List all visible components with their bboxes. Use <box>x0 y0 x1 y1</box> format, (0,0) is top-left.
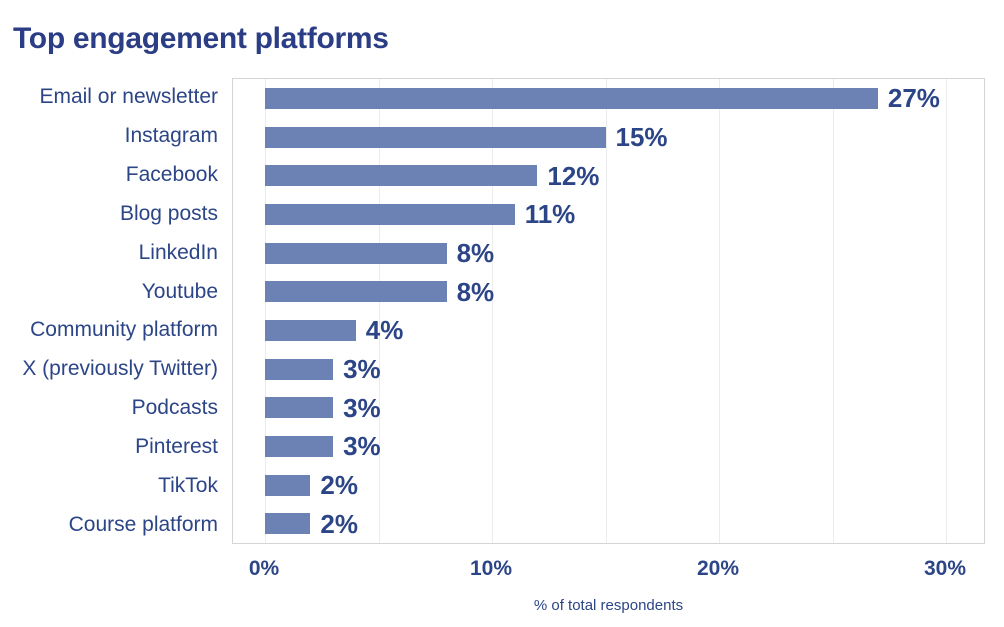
bar-row: 12% <box>233 156 984 195</box>
bar <box>265 242 447 264</box>
bar <box>265 281 447 303</box>
gridline <box>605 79 607 543</box>
bar-value-label: 11% <box>524 199 576 230</box>
category-label: LinkedIn <box>138 240 218 264</box>
bar-row: 15% <box>233 118 984 157</box>
gridline <box>719 79 720 543</box>
bar-value-label: 12% <box>547 160 600 191</box>
bar-row: 3% <box>233 350 984 389</box>
category-label: Instagram <box>124 124 218 148</box>
gridline <box>265 79 266 543</box>
category-label: TikTok <box>158 473 218 497</box>
category-label: Community platform <box>30 318 218 342</box>
bar-value-label: 15% <box>615 122 668 152</box>
bar-row: 3% <box>233 388 984 427</box>
bar-value-label: 4% <box>365 315 404 346</box>
bar-row: 2% <box>233 466 984 505</box>
bar <box>265 87 878 109</box>
bar-row: 4% <box>233 311 984 350</box>
y-axis-labels: Email or newsletter Instagram Facebook Blog… <box>0 78 218 544</box>
gridline <box>492 79 493 543</box>
category-label: Youtube <box>141 279 218 303</box>
bar <box>265 203 515 225</box>
bar <box>265 474 311 496</box>
category-label: Podcasts <box>131 396 218 420</box>
x-axis-ticks: 0% 10% 20% 30% <box>232 556 985 584</box>
category-label: Facebook <box>125 163 218 187</box>
bar <box>265 358 334 380</box>
bar-value-label: 27% <box>887 83 940 114</box>
gridline <box>946 79 947 543</box>
x-tick-label: 30% <box>923 557 967 580</box>
x-axis-title: % of total respondents <box>533 597 684 614</box>
bar-row: 27% <box>233 79 984 118</box>
bar-value-label: 3% <box>343 392 381 423</box>
x-tick-label: 10% <box>469 557 513 580</box>
bar-row: 2% <box>233 504 984 543</box>
gridline <box>378 79 380 543</box>
bar-value-label: 2% <box>320 508 358 539</box>
x-tick-label: 20% <box>696 557 740 580</box>
category-label: Blog posts <box>119 201 218 225</box>
category-label: Email or newsletter <box>39 85 218 109</box>
category-label: Course platform <box>68 512 218 536</box>
bar-row: 11% <box>233 195 984 234</box>
bar-rows: 27% 15% 12% 11% 8% 8% 4% 3% 3% 3% 2% 2% <box>233 79 984 543</box>
category-label: X (previously Twitter) <box>22 357 218 381</box>
x-tick-label: 0% <box>248 557 280 580</box>
bar <box>265 435 334 457</box>
bar <box>265 165 538 187</box>
bar <box>265 126 606 148</box>
chart-title: Top engagement platforms <box>13 22 389 55</box>
bar-value-label: 8% <box>456 276 495 307</box>
bar-row: 8% <box>233 234 984 273</box>
bar <box>265 397 334 419</box>
bar-value-label: 8% <box>456 238 495 269</box>
bar-value-label: 2% <box>320 470 358 501</box>
category-label: Pinterest <box>135 434 218 458</box>
bar-row: 3% <box>233 427 984 466</box>
gridline <box>832 79 834 543</box>
bar-value-label: 3% <box>343 431 381 462</box>
bar-row: 8% <box>233 272 984 311</box>
bar <box>265 319 356 341</box>
bar-value-label: 3% <box>343 354 381 385</box>
bar <box>265 513 311 535</box>
plot-area: 27% 15% 12% 11% 8% 8% 4% 3% 3% 3% 2% 2% <box>232 78 985 544</box>
